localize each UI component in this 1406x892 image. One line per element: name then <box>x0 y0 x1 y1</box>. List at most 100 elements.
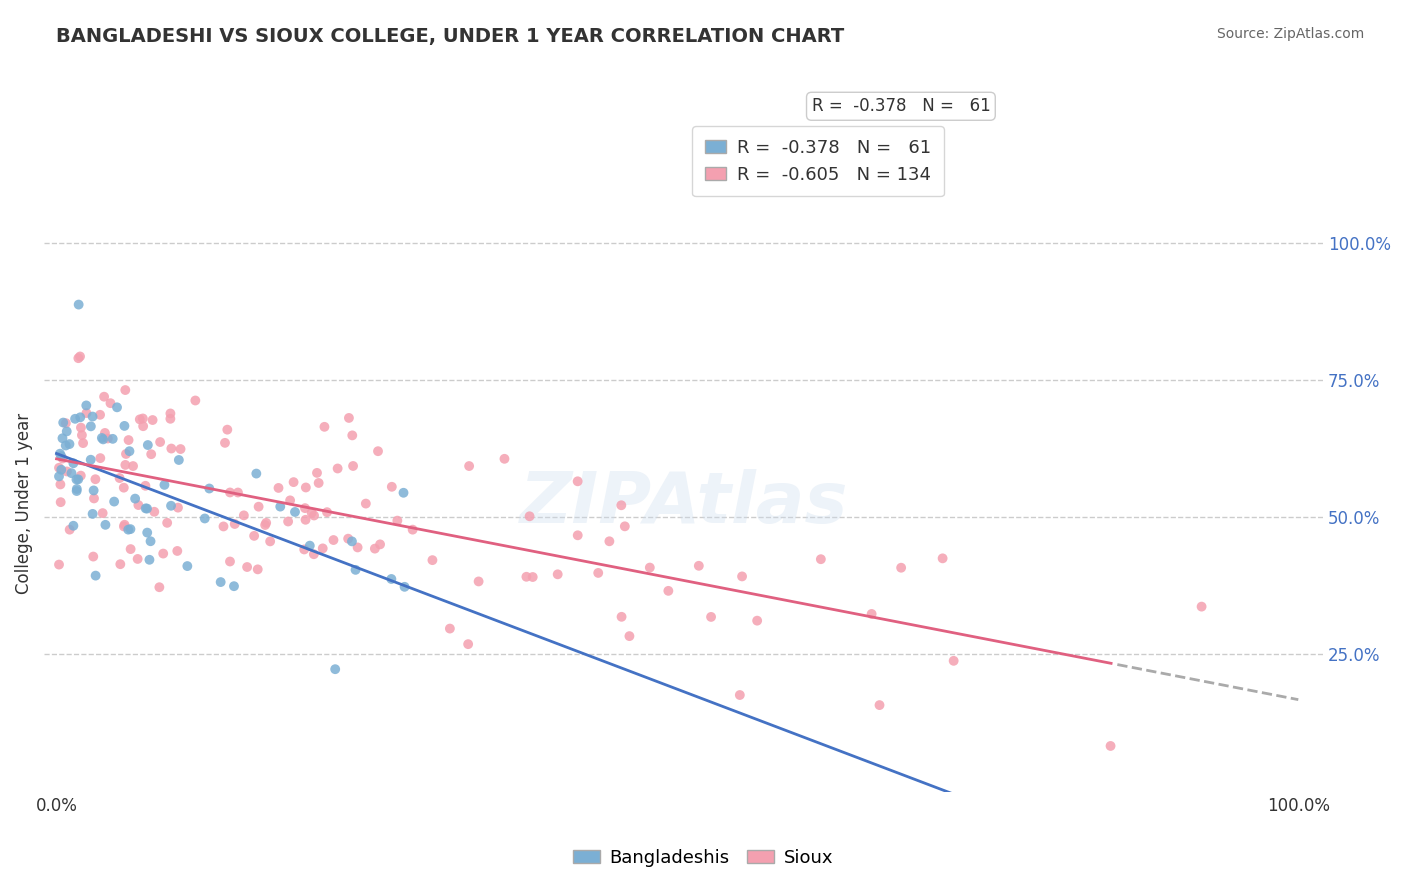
Point <box>51 463 73 477</box>
Text: R =  -0.378   N =   61: R = -0.378 N = 61 <box>811 97 990 115</box>
Point <box>302 547 325 561</box>
Point <box>747 614 769 628</box>
Point <box>354 497 377 511</box>
Point <box>167 453 190 467</box>
Point <box>467 574 489 589</box>
Point <box>308 475 330 490</box>
Point <box>120 522 142 536</box>
Point <box>368 537 391 551</box>
Point <box>143 505 166 519</box>
Point <box>69 468 91 483</box>
Point <box>236 560 259 574</box>
Point <box>84 472 107 486</box>
Point <box>259 534 281 549</box>
Point <box>232 508 254 523</box>
Point <box>132 419 155 434</box>
Point <box>55 438 77 452</box>
Point <box>91 506 114 520</box>
Point <box>457 637 479 651</box>
Point <box>48 469 70 483</box>
Point <box>135 501 157 516</box>
Point <box>67 297 90 311</box>
Point <box>101 432 124 446</box>
Point <box>114 383 136 397</box>
Point <box>159 411 181 425</box>
Point <box>931 551 953 566</box>
Point <box>294 501 316 516</box>
Point <box>494 451 516 466</box>
Point <box>93 390 115 404</box>
Point <box>65 473 87 487</box>
Point <box>55 416 77 430</box>
Point <box>63 412 86 426</box>
Point <box>284 505 307 519</box>
Point <box>167 500 190 515</box>
Point <box>49 495 72 509</box>
Point <box>160 499 183 513</box>
Point <box>326 461 349 475</box>
Point <box>117 433 139 447</box>
Point <box>97 432 120 446</box>
Point <box>149 435 172 450</box>
Point <box>224 516 246 531</box>
Point <box>115 447 138 461</box>
Point <box>56 465 79 479</box>
Point <box>312 541 335 556</box>
Point <box>169 442 191 456</box>
Point <box>118 444 141 458</box>
Point <box>869 698 891 712</box>
Point <box>114 458 136 472</box>
Point <box>214 435 236 450</box>
Point <box>49 447 72 461</box>
Point <box>72 436 94 450</box>
Point <box>48 460 70 475</box>
Point <box>120 542 142 557</box>
Point <box>156 516 179 530</box>
Point <box>66 482 89 496</box>
Point <box>364 541 387 556</box>
Point <box>148 580 170 594</box>
Point <box>292 542 315 557</box>
Point <box>301 506 323 520</box>
Point <box>141 447 163 461</box>
Point <box>344 563 367 577</box>
Point <box>90 431 112 445</box>
Point <box>340 534 363 549</box>
Point <box>367 444 389 458</box>
Point <box>67 351 90 366</box>
Point <box>860 607 883 621</box>
Point <box>638 560 661 574</box>
Point <box>108 471 131 485</box>
Point <box>254 516 277 530</box>
Point <box>62 518 84 533</box>
Point <box>567 475 589 489</box>
Point <box>105 401 128 415</box>
Point <box>283 475 305 489</box>
Point <box>1191 599 1213 614</box>
Point <box>394 580 416 594</box>
Point <box>142 413 165 427</box>
Point <box>83 491 105 506</box>
Point <box>75 399 97 413</box>
Legend: R =  -0.378   N =   61, R =  -0.605   N = 134: R = -0.378 N = 61, R = -0.605 N = 134 <box>692 126 943 196</box>
Legend: Bangladeshis, Sioux: Bangladeshis, Sioux <box>565 842 841 874</box>
Point <box>80 419 103 434</box>
Point <box>515 570 537 584</box>
Point <box>80 452 103 467</box>
Point <box>60 466 83 480</box>
Point <box>522 570 544 584</box>
Point <box>89 451 111 466</box>
Point <box>245 467 267 481</box>
Point <box>381 480 404 494</box>
Point <box>70 428 93 442</box>
Point <box>82 549 104 564</box>
Point <box>52 416 75 430</box>
Point <box>127 498 149 512</box>
Point <box>277 515 299 529</box>
Point <box>246 562 269 576</box>
Point <box>688 558 710 573</box>
Point <box>114 517 136 532</box>
Point <box>184 393 207 408</box>
Point <box>458 458 481 473</box>
Point <box>247 500 270 514</box>
